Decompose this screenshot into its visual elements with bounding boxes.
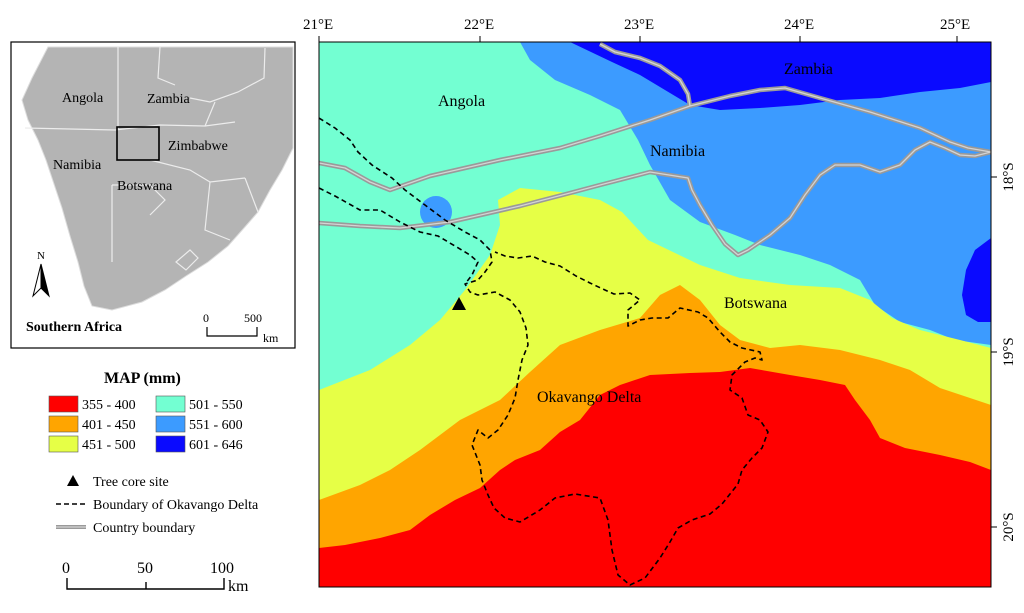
scale-tick-0: 0 <box>62 560 70 577</box>
legend-class-label: 551 - 600 <box>189 418 243 433</box>
map-label-angola: Angola <box>438 93 485 110</box>
legend-swatch-451-500 <box>48 435 79 453</box>
legend: MAP (mm) 355 - 400 401 - 450 451 - 500 501 … <box>48 370 259 536</box>
tree-core-site-marker <box>452 297 466 310</box>
country-boundaries <box>319 42 991 258</box>
map-label-namibia: Namibia <box>650 143 705 160</box>
scale-tick-100: 100 <box>210 560 234 577</box>
legend-swatch-401-450 <box>48 415 79 433</box>
inset-scale-max: 500 <box>244 311 262 325</box>
north-arrow: N <box>32 250 50 298</box>
inset-scale-bar: 0 500 km <box>203 311 279 345</box>
legend-class-label: 451 - 500 <box>82 438 136 453</box>
lon-tick-23: 23°E <box>624 17 654 33</box>
legend-swatch-355-400 <box>48 395 79 413</box>
map-frame <box>318 41 992 588</box>
tree-core-legend-symbol <box>67 475 79 486</box>
precip-band-355-400 <box>319 368 991 587</box>
lat-tick-19: 19°S <box>1001 337 1017 366</box>
legend-class-label: 501 - 550 <box>189 398 243 413</box>
legend-delta-boundary: Boundary of Okavango Delta <box>93 498 259 513</box>
lat-tick-18: 18°S <box>1001 162 1017 191</box>
inset-label-zambia: Zambia <box>147 92 191 107</box>
precip-band-551-600 <box>520 42 991 345</box>
graticule: 21°E 22°E 23°E 24°E 25°E 18°S 19°S 20°S <box>303 17 1017 542</box>
inset-label-zimbabwe: Zimbabwe <box>168 139 228 154</box>
lon-tick-24: 24°E <box>784 17 814 33</box>
map-label-okavango-delta: Okavango Delta <box>537 389 641 406</box>
lon-tick-22: 22°E <box>464 17 494 33</box>
inset-label-botswana: Botswana <box>117 179 173 194</box>
lat-tick-20: 20°S <box>1001 512 1017 541</box>
scale-unit: km <box>228 578 249 595</box>
inset-borders <box>24 46 266 271</box>
inset-map: Angola Zambia Namibia Zimbabwe Botswana … <box>10 41 296 349</box>
okavango-delta-boundary <box>319 117 769 586</box>
legend-classes: 355 - 400 401 - 450 451 - 500 501 - 550 551 … <box>48 395 243 453</box>
inset-scale-unit: km <box>263 331 279 345</box>
legend-class-label: 601 - 646 <box>189 438 243 453</box>
scale-tick-50: 50 <box>137 560 153 577</box>
study-area-box <box>116 126 160 161</box>
inset-scale-zero: 0 <box>203 311 209 325</box>
map-label-zambia: Zambia <box>784 61 833 78</box>
legend-country-boundary: Country boundary <box>93 521 195 536</box>
africa-landmass <box>21 46 294 311</box>
legend-swatch-501-550 <box>155 395 186 413</box>
scale-bar: 0 50 100 km <box>62 560 249 595</box>
inset-label-namibia: Namibia <box>53 158 102 173</box>
precip-band-601-646-east <box>962 238 991 322</box>
lon-tick-25: 25°E <box>940 17 970 33</box>
legend-class-label: 401 - 450 <box>82 418 136 433</box>
legend-class-label: 355 - 400 <box>82 398 136 413</box>
inset-title: Southern Africa <box>26 320 122 335</box>
inset-label-angola: Angola <box>62 91 104 106</box>
north-label: N <box>37 250 45 262</box>
map-label-botswana: Botswana <box>724 295 787 312</box>
legend-swatch-551-600 <box>155 415 186 433</box>
lon-tick-21: 21°E <box>303 17 333 33</box>
legend-title: MAP (mm) <box>104 370 181 387</box>
legend-swatch-601-646 <box>155 435 186 453</box>
main-map: Zambia Angola Namibia Botswana Okavango … <box>319 42 991 587</box>
precip-band-601-646 <box>570 42 991 110</box>
legend-tree-core: Tree core site <box>93 475 169 490</box>
